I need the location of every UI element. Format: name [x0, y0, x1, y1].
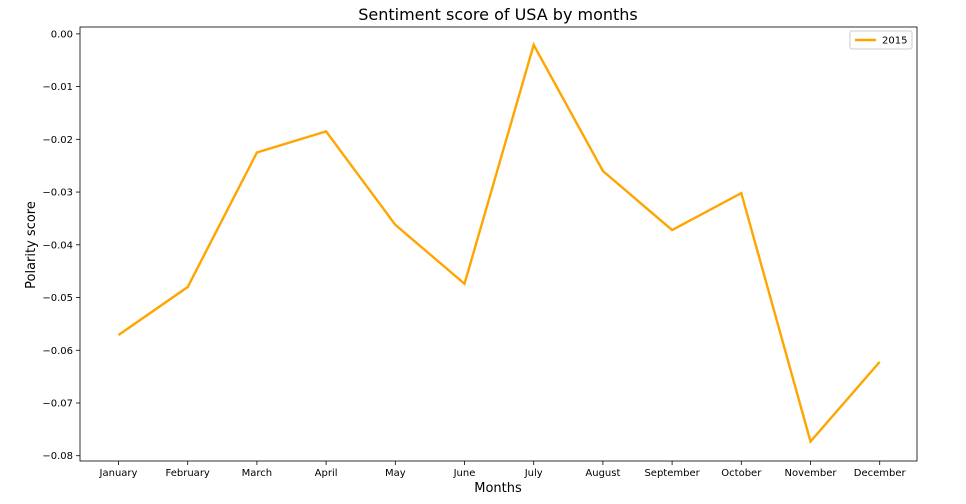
y-tick-label: 0.00: [51, 29, 73, 40]
series-line: [119, 45, 880, 442]
y-axis-label: Polarity score: [24, 201, 39, 289]
x-tick-label: December: [854, 468, 907, 479]
x-tick-label: August: [585, 468, 620, 479]
y-tick-label: −0.06: [42, 346, 73, 357]
legend-label: 2015: [882, 36, 907, 47]
chart-title: Sentiment score of USA by months: [358, 5, 638, 24]
plot-frame: [80, 27, 917, 461]
x-tick-label: February: [166, 468, 210, 479]
x-axis-label: Months: [474, 481, 522, 496]
x-tick-label: November: [784, 468, 837, 479]
x-tick-label: June: [453, 468, 476, 479]
x-tick-label: January: [99, 468, 138, 479]
x-tick-label: March: [242, 468, 272, 479]
x-tick-label: May: [385, 468, 406, 479]
y-tick-label: −0.04: [42, 240, 73, 251]
y-tick-label: −0.03: [42, 188, 73, 199]
y-tick-label: −0.05: [42, 293, 73, 304]
x-tick-label: October: [721, 468, 762, 479]
x-tick-label: April: [315, 468, 338, 479]
y-tick-label: −0.02: [42, 135, 73, 146]
x-tick-label: July: [524, 468, 543, 479]
y-tick-label: −0.01: [42, 82, 73, 93]
x-tick-label: September: [644, 468, 700, 479]
y-tick-label: −0.07: [42, 398, 73, 409]
y-tick-label: −0.08: [42, 451, 73, 462]
legend: 2015: [850, 31, 912, 49]
